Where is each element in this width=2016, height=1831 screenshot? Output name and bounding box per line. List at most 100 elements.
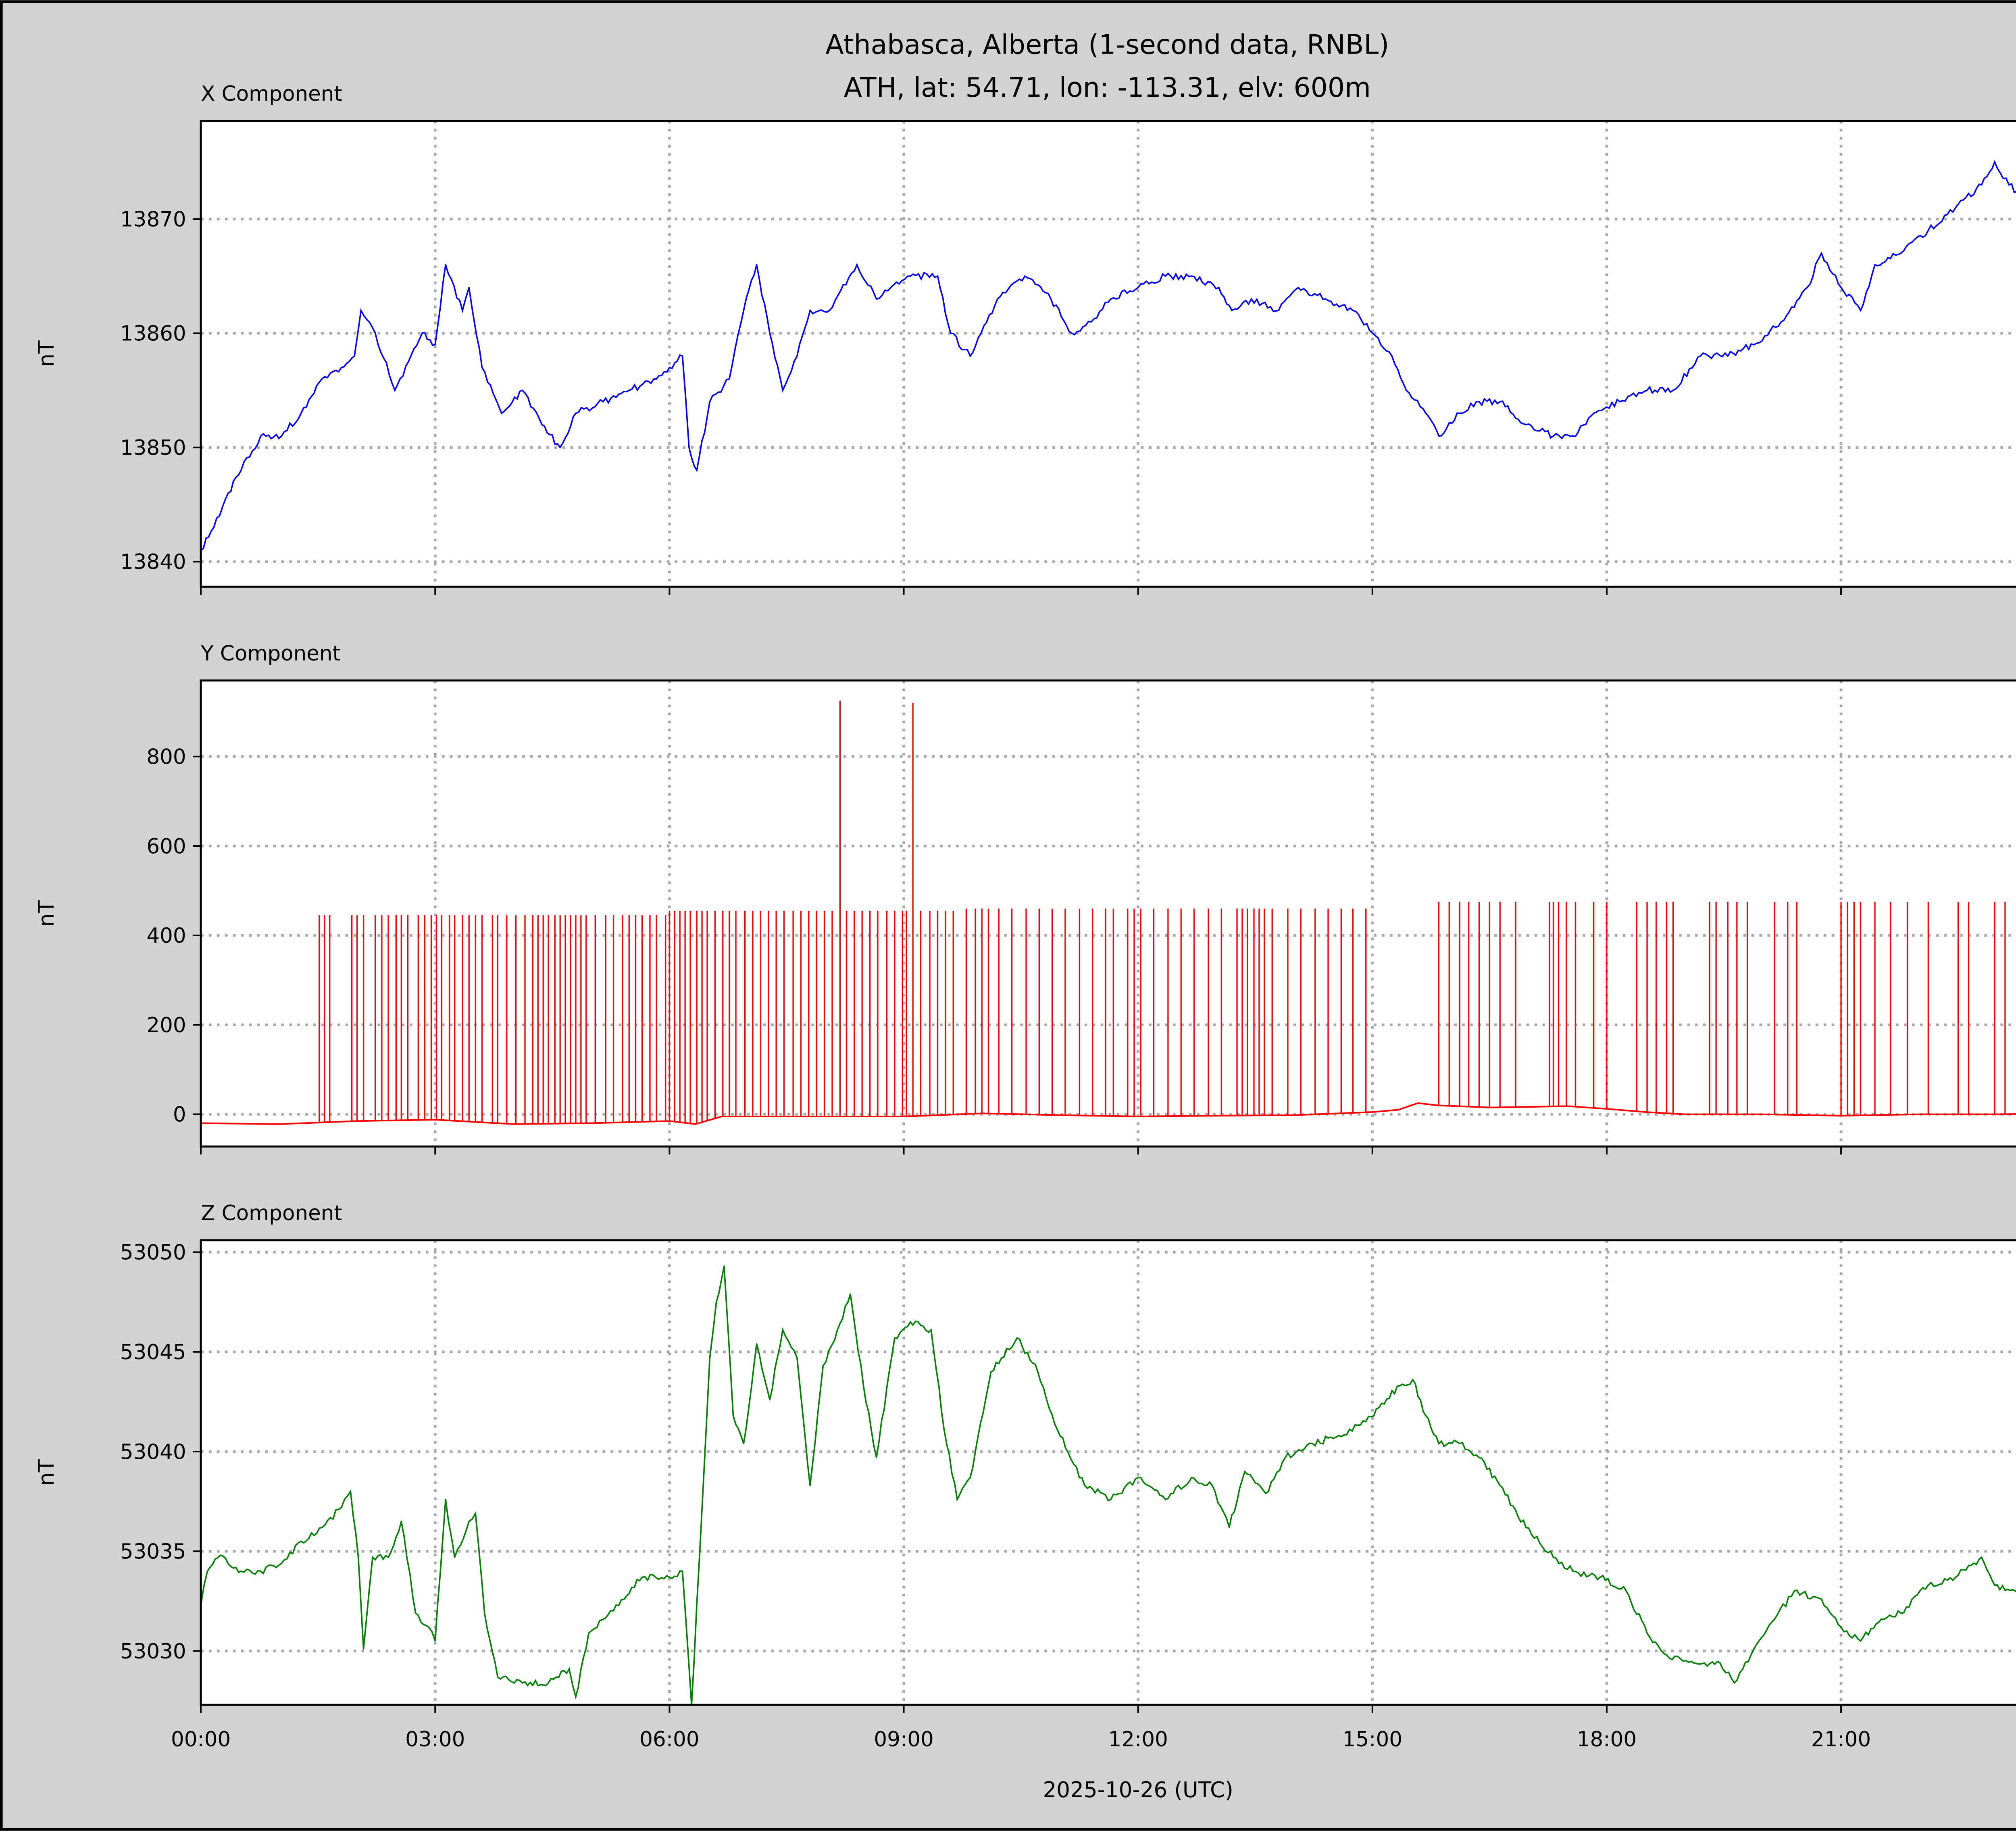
data-point (1753, 344, 1755, 346)
data-point (1338, 1435, 1339, 1437)
panel-title: X Component (201, 82, 342, 106)
data-point (1191, 275, 1192, 277)
y-tick-label: 400 (146, 924, 186, 948)
data-point (641, 1576, 643, 1578)
x-axis-label: 2025-10-26 (UTC) (1043, 1777, 1233, 1802)
data-point (1110, 1499, 1112, 1500)
data-point (1727, 355, 1729, 357)
data-point (445, 264, 446, 266)
y-tick-label: 0 (173, 1103, 186, 1127)
data-point (434, 344, 436, 346)
data-point (1525, 424, 1527, 425)
data-point (756, 1343, 758, 1345)
data-point (1900, 252, 1902, 254)
y-tick-label: 53045 (120, 1340, 186, 1364)
panel-title: Y Component (200, 642, 341, 666)
figure-subtitle: ATH, lat: 54.71, lon: -113.31, elv: 600m (844, 72, 1371, 103)
data-point (1297, 287, 1299, 288)
y-tick-label: 53050 (120, 1241, 186, 1265)
data-point (1499, 401, 1501, 403)
data-point (1312, 1443, 1313, 1444)
x-tick-label: 21:00 (1811, 1727, 1871, 1752)
data-point (1050, 298, 1052, 300)
data-point (910, 1321, 911, 1323)
series-line (201, 160, 2016, 551)
x-tick-label: 06:00 (639, 1727, 699, 1752)
data-point (669, 1576, 671, 1578)
series-group (201, 1265, 2016, 1705)
data-point (1056, 1429, 1058, 1431)
data-point (1994, 161, 1995, 163)
data-point (481, 367, 483, 369)
data-point (602, 401, 604, 403)
data-point (1278, 310, 1280, 311)
data-point (281, 435, 282, 437)
data-point (1840, 1626, 1842, 1628)
data-point (358, 1556, 359, 1558)
data-point (1499, 1485, 1501, 1486)
data-point (434, 1640, 436, 1642)
data-point (1806, 287, 1808, 288)
data-point (943, 1429, 945, 1431)
data-point (1090, 321, 1092, 323)
data-point (1572, 1571, 1574, 1572)
data-point (822, 1365, 824, 1367)
data-point (1399, 1385, 1401, 1387)
data-point (809, 310, 811, 311)
data-point (360, 310, 362, 311)
data-point (501, 412, 502, 414)
y-tick-label: 53040 (120, 1440, 186, 1464)
data-point (997, 298, 998, 300)
data-point (1525, 1527, 1527, 1528)
data-point (1599, 1576, 1601, 1578)
data-point (1927, 229, 1929, 231)
y-tick-label: 13860 (120, 322, 186, 346)
data-point (628, 390, 630, 391)
data-point (1733, 1682, 1735, 1684)
y-axis-label: nT (34, 1459, 59, 1486)
data-point (1438, 435, 1440, 437)
data-point (1753, 1648, 1755, 1650)
data-point (387, 1556, 389, 1558)
data-point (240, 469, 242, 471)
data-point (1164, 275, 1166, 277)
data-point (394, 390, 396, 391)
data-point (213, 527, 215, 528)
data-point (1820, 252, 1822, 254)
data-point (1955, 1576, 1956, 1578)
data-point (219, 1554, 221, 1556)
data-point (1438, 1443, 1440, 1444)
data-point (1365, 1421, 1367, 1423)
data-point (1265, 1493, 1266, 1494)
data-point (375, 332, 376, 334)
data-point (2008, 184, 2010, 185)
data-point (1900, 1612, 1902, 1614)
data-point (1840, 287, 1842, 288)
data-point (521, 390, 523, 391)
data-point (696, 469, 698, 471)
data-point (894, 1337, 896, 1339)
data-point (1646, 390, 1648, 391)
data-point (1425, 412, 1427, 414)
data-point (1593, 412, 1595, 414)
data-point (341, 367, 342, 369)
data-point (1955, 207, 1956, 208)
y-tick-label: 13840 (120, 550, 186, 574)
axes-frame (200, 120, 2016, 588)
data-point (1666, 1654, 1668, 1656)
data-point (829, 310, 831, 311)
plot-area (201, 1240, 2016, 1705)
data-point (1981, 1556, 1983, 1558)
data-point (656, 378, 657, 380)
data-point (206, 1571, 208, 1572)
data-point (669, 367, 671, 369)
data-point (862, 1385, 864, 1387)
data-point (445, 1499, 446, 1500)
data-point (950, 332, 952, 334)
data-point (1646, 1632, 1648, 1634)
data-point (321, 378, 323, 380)
data-point (743, 310, 745, 311)
data-point (421, 332, 423, 334)
